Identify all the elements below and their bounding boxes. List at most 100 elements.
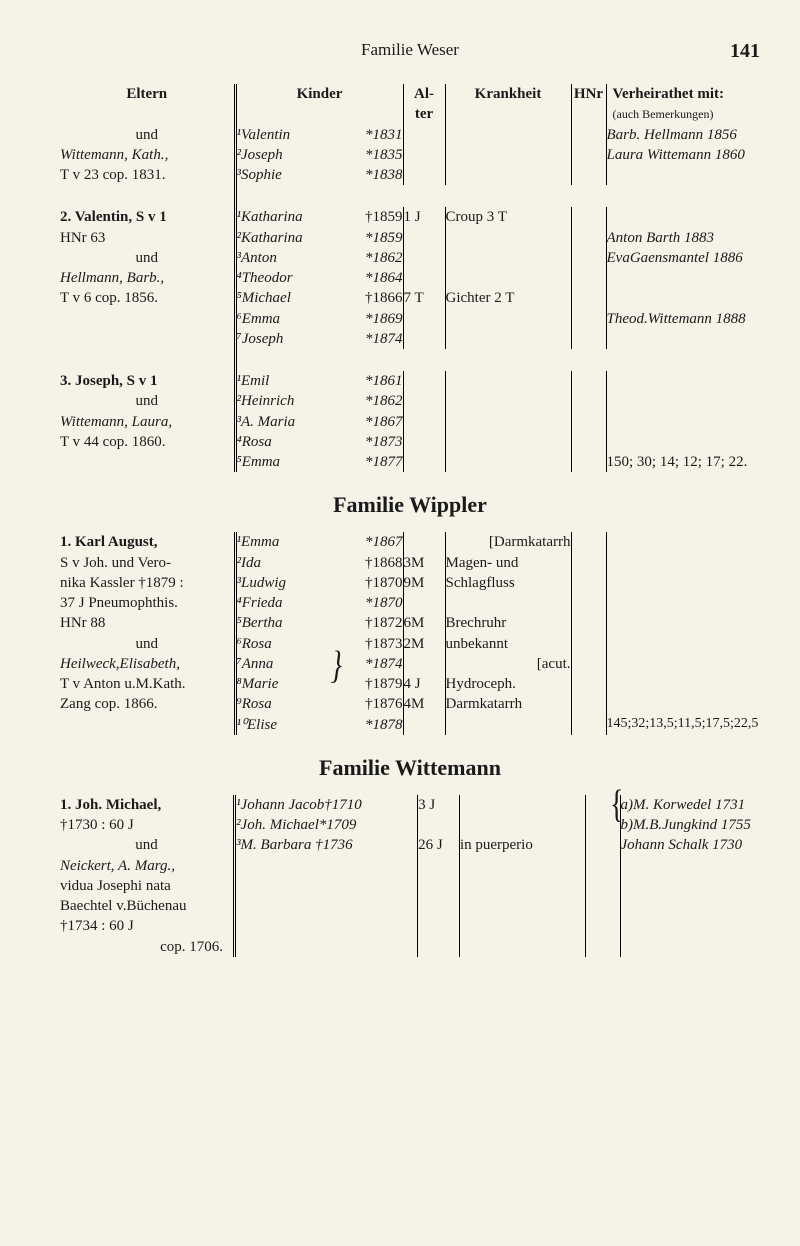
table-row: T v 23 cop. 1831. ³Sophie *1838: [60, 165, 760, 185]
child-illness: Hydroceph.: [445, 674, 571, 694]
marriage: Theod.Wittemann 1888: [606, 309, 760, 329]
child-name-text: ¹Johann Jacob: [236, 797, 324, 813]
eltern-cell: T v 6 cop. 1856.: [60, 288, 235, 308]
table-row: †1734 : 60 J: [60, 916, 760, 936]
child-date: *1709: [319, 817, 357, 833]
brace-icon: {: [610, 796, 623, 816]
remark: 150; 30; 14; 12; 17; 22.: [606, 452, 760, 472]
eltern-cell: HNr 63: [60, 228, 235, 248]
child-age: 9M: [403, 573, 445, 593]
child-name: ⁶Emma: [235, 309, 340, 329]
table-row: nika Kassler †1879 : ³Ludwig †1870 9M Sc…: [60, 573, 760, 593]
child-name: ⁴Frieda: [235, 593, 340, 613]
table-row: †1730 : 60 J ²Joh. Michael*1709 b)M.B.Ju…: [60, 815, 760, 835]
child-age: 2M: [403, 634, 445, 654]
eltern-cell: Hellmann, Barb.,: [60, 268, 235, 288]
child-date: *1870: [340, 593, 403, 613]
child-date: *1874: [340, 329, 403, 349]
brace-cell: {: [585, 795, 620, 836]
child-illness: [acut.: [445, 654, 571, 674]
child-date: *1873: [340, 432, 403, 452]
eltern-text: und: [136, 636, 159, 652]
marriage: b)M.B.Jungkind 1755: [620, 815, 760, 835]
child-name: ⁵Bertha: [235, 613, 340, 633]
running-head: Familie Weser 141: [60, 40, 760, 60]
child-date: †1868: [340, 553, 403, 573]
table-row: und ²Heinrich *1862: [60, 391, 760, 411]
running-title: Familie Weser: [361, 40, 459, 60]
eltern-cell: 1. Karl August,: [60, 532, 235, 552]
child-date: *1867: [340, 532, 403, 552]
child-illness: Brechruhr: [445, 613, 571, 633]
child-age: 1 J: [403, 207, 445, 227]
child-name: ³A. Maria: [235, 412, 340, 432]
page: Familie Weser 141 Eltern Kinder Al-ter K…: [0, 0, 800, 997]
eltern-lead: 2. Valentin, S v 1: [60, 209, 167, 225]
child-date: †1710: [324, 797, 362, 813]
table-row: ¹⁰Elise *1878 145;32;13,5;11,5;17,5;22,5: [60, 715, 760, 735]
child-date: *1867: [340, 412, 403, 432]
marriage: Barb. Hellmann 1856: [606, 125, 760, 145]
child-name: ²Katharina: [235, 228, 340, 248]
child-name: ⁹Rosa: [235, 694, 340, 714]
child-name: ⁶Rosa: [235, 634, 340, 654]
child-name: ¹Valentin: [235, 125, 340, 145]
table-row: T v 6 cop. 1856. ⁵Michael †1866 7 T Gich…: [60, 288, 760, 308]
table-row: 1. Joh. Michael, ¹Johann Jacob†1710 3 J …: [60, 795, 760, 815]
th-krankheit: Krankheit: [445, 84, 571, 125]
th-verh-l2: (auch Bemerkungen): [613, 107, 714, 121]
child-date: *1862: [340, 248, 403, 268]
child-date: *1859: [340, 228, 403, 248]
eltern-cell: cop. 1706.: [60, 937, 235, 957]
eltern-text: cop. 1706.: [160, 939, 223, 955]
eltern-cell: und: [60, 125, 235, 145]
eltern-text: und: [135, 837, 158, 853]
table-row: S v Joh. und Vero- ²Ida †1868 3M Magen- …: [60, 553, 760, 573]
child-name: ²Heinrich: [235, 391, 340, 411]
table-wippler: 1. Karl August, ¹Emma *1867 [Darmkatarrh…: [60, 532, 760, 735]
eltern-cell: Heilweck,Elisabeth,: [60, 654, 235, 674]
eltern-cell: und: [60, 634, 235, 654]
child-date: *1835: [340, 145, 403, 165]
table-wittemann: 1. Joh. Michael, ¹Johann Jacob†1710 3 J …: [60, 795, 760, 957]
child-illness: Gichter 2 T: [445, 288, 571, 308]
table-row: 1. Karl August, ¹Emma *1867 [Darmkatarrh: [60, 532, 760, 552]
table-row: ⁵Emma *1877 150; 30; 14; 12; 17; 22.: [60, 452, 760, 472]
eltern-cell: nika Kassler †1879 :: [60, 573, 235, 593]
table-row: ⁶Emma *1869 Theod.Wittemann 1888: [60, 309, 760, 329]
child-name: ¹Emma: [235, 532, 340, 552]
child-age: 4 J: [403, 674, 445, 694]
table-weser: Eltern Kinder Al-ter Krankheit HNr Verhe…: [60, 84, 760, 472]
child-illness: [Darmkatarrh: [445, 532, 571, 552]
eltern-cell: T v 44 cop. 1860.: [60, 432, 235, 452]
child-name: ³M. Barbara †1736: [235, 835, 362, 855]
child-illness: Darmkatarrh: [445, 694, 571, 714]
remark: 145;32;13,5;11,5;17,5;22,5: [606, 715, 760, 735]
section-title-wippler: Familie Wippler: [60, 492, 760, 518]
child-illness: unbekannt: [445, 634, 571, 654]
child-date: *1831: [340, 125, 403, 145]
section-title-wittemann: Familie Wittemann: [60, 755, 760, 781]
child-date: *1838: [340, 165, 403, 185]
marriage: a)M. Korwedel 1731: [620, 795, 760, 815]
table-row: und ³M. Barbara †1736 26 J in puerperio …: [60, 835, 760, 855]
child-name-text: ³M. Barbara: [236, 837, 311, 853]
child-date: †1870: [340, 573, 403, 593]
eltern-cell: Baechtel v.Büchenau: [60, 896, 235, 916]
table-row: und ³Anton *1862 EvaGaensmantel 1886: [60, 248, 760, 268]
table-row: 37 J Pneumophthis. ⁴Frieda *1870: [60, 593, 760, 613]
child-name: ¹Katharina: [235, 207, 340, 227]
marriage: EvaGaensmantel 1886: [606, 248, 760, 268]
child-name: ⁷Joseph: [235, 329, 340, 349]
child-name: ²Joh. Michael*1709: [235, 815, 362, 835]
eltern-cell: Wittemann, Kath.,: [60, 145, 235, 165]
page-number: 141: [730, 40, 760, 63]
child-date: *1864: [340, 268, 403, 288]
table-row: HNr 63 ²Katharina *1859 Anton Barth 1883: [60, 228, 760, 248]
eltern-cell: HNr 88: [60, 613, 235, 633]
child-name: ³Sophie: [235, 165, 340, 185]
brace-icon: }: [331, 657, 342, 677]
child-name: ⁵Emma: [235, 452, 340, 472]
child-date: *1862: [340, 391, 403, 411]
table-row: cop. 1706.: [60, 937, 760, 957]
